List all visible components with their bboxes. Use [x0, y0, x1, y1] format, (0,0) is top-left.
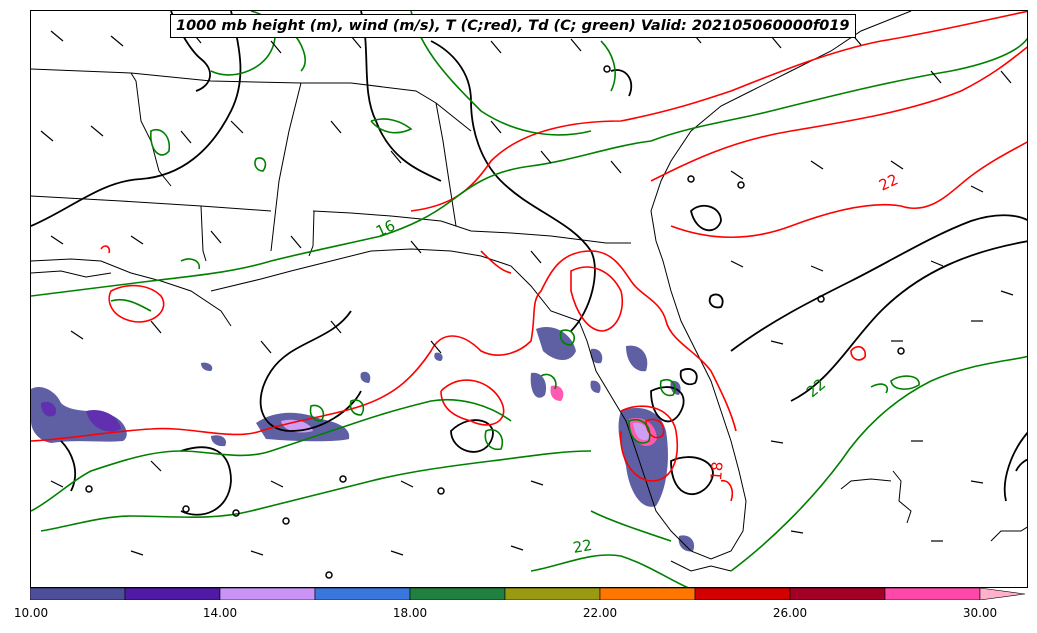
- colorbar-segment: [884, 588, 981, 600]
- t-22-label: 22: [876, 170, 901, 194]
- colorbar-tick-label: 10.00: [13, 606, 49, 620]
- td-22-east-label: 22: [803, 375, 829, 401]
- map-title: 1000 mb height (m), wind (m/s), T (C;red…: [170, 14, 856, 38]
- dewpoint-contours: [31, 11, 1027, 587]
- height-contours: [31, 11, 1027, 516]
- colorbar-segment: [30, 588, 126, 600]
- colorbar-extension-arrow: [979, 588, 1026, 600]
- colorbar-segment: [504, 588, 601, 600]
- colorbar-segment: [789, 588, 886, 600]
- map-canvas: 16 22 22 22 18: [31, 11, 1027, 587]
- map-panel: 16 22 22 22 18: [30, 10, 1028, 588]
- colorbar-segment: [314, 588, 411, 600]
- colorbar-tick-label: 26.00: [772, 606, 808, 620]
- coastlines-borders: [31, 11, 1027, 572]
- wind-barbs: [40, 30, 1014, 556]
- colorbar-tick-label: 14.00: [202, 606, 238, 620]
- temperature-contours: [31, 11, 1027, 502]
- colorbar: [30, 588, 1026, 600]
- colorbar-segment: [409, 588, 506, 600]
- dewpoint-shading: [31, 327, 695, 552]
- td-22-south-label: 22: [572, 536, 594, 557]
- colorbar-segment: [599, 588, 696, 600]
- t-18-label: 18: [707, 461, 727, 482]
- colorbar-tick-label: 18.00: [392, 606, 428, 620]
- colorbar-segment: [694, 588, 791, 600]
- colorbar-segments: [30, 588, 1026, 600]
- colorbar-tick-label: 22.00: [582, 606, 618, 620]
- height-small-lows: [85, 65, 905, 579]
- colorbar-segment: [124, 588, 221, 600]
- colorbar-tick-label: 30.00: [962, 606, 998, 620]
- colorbar-segment: [219, 588, 316, 600]
